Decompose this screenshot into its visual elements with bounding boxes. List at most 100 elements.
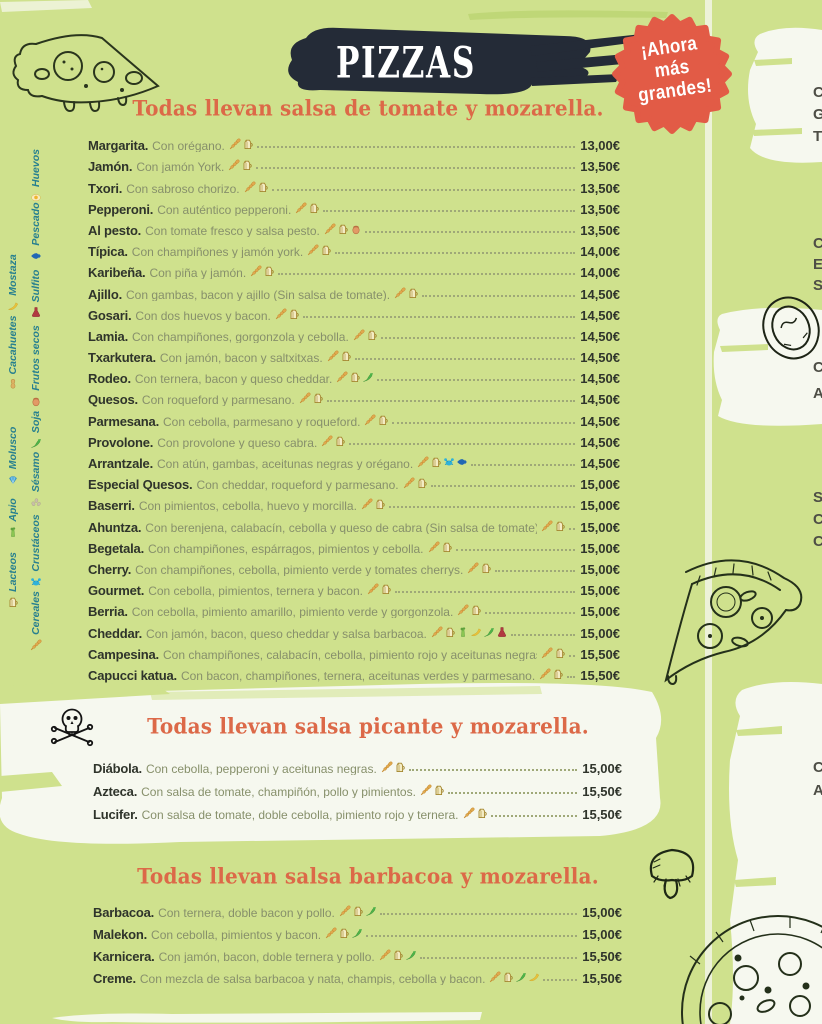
item-price: 13,50€ xyxy=(580,180,620,196)
lacteos-icon xyxy=(441,541,453,553)
item-price: 15,50€ xyxy=(580,667,620,683)
item-name: Berria. xyxy=(88,604,128,620)
dotted-leader xyxy=(510,633,576,636)
cereales-icon xyxy=(244,181,256,193)
menu-item-row: Típica. Con champiñones y jamón york. 14… xyxy=(88,237,620,258)
allergen-label: Sésamo xyxy=(30,451,42,493)
menu-item-row: Gosari. Con dos huevos y bacon. 14,50€ xyxy=(88,301,620,322)
cereales-icon xyxy=(30,639,42,651)
dotted-leader xyxy=(256,167,576,170)
dotted-leader xyxy=(271,188,576,191)
item-name: Capucci katua. xyxy=(88,667,177,683)
allergen-label: Apio xyxy=(7,498,19,522)
item-description: Con jamón, bacon y saltxitxas. xyxy=(159,352,323,365)
item-name: Especial Quesos. xyxy=(88,477,193,493)
allergen-legend-item: Cereales xyxy=(27,561,45,681)
dotted-leader xyxy=(569,654,576,657)
cereales-icon xyxy=(339,905,351,917)
item-allergen-icons xyxy=(457,604,482,616)
lacteos-icon xyxy=(444,626,456,638)
item-description: Con bacon, champiñones, ternera, aceitun… xyxy=(180,669,536,682)
cereales-icon xyxy=(394,287,406,299)
cereales-icon xyxy=(539,668,551,680)
dotted-leader xyxy=(380,336,576,339)
lacteos-icon xyxy=(349,371,361,383)
menu-item-row: Jamón. Con jamón York. 13,50€ xyxy=(88,152,620,173)
lacteos-icon xyxy=(554,520,566,532)
dotted-leader xyxy=(326,400,576,403)
item-price: 14,50€ xyxy=(580,350,620,366)
item-name: Jamón. xyxy=(88,159,133,175)
item-name: Karnicera. xyxy=(93,949,155,964)
item-name: Provolone. xyxy=(88,434,154,450)
menu-item-row: Especial Quesos. Con cheddar, roqueford … xyxy=(88,470,620,491)
item-allergen-icons xyxy=(489,971,540,983)
lacteos-icon xyxy=(366,329,378,341)
item-description: Con auténtico pepperoni. xyxy=(157,203,292,216)
item-price: 15,00€ xyxy=(582,761,622,776)
dotted-leader xyxy=(379,913,578,915)
item-price: 15,50€ xyxy=(582,784,622,799)
item-price: 14,00€ xyxy=(580,265,620,281)
menu-item-row: Karnicera. Con jamón, bacon, doble terne… xyxy=(93,941,622,963)
item-description: Con champiñones, calabacín, cebolla, pim… xyxy=(162,648,538,661)
item-name: Begetala. xyxy=(88,540,145,556)
item-price: 15,00€ xyxy=(580,477,620,493)
item-name: Gourmet. xyxy=(88,583,145,599)
menu-item-row: Provolone. Con provolone y queso cabra. … xyxy=(88,428,620,449)
allergen-label: Lacteos xyxy=(7,552,19,592)
section-heading-barbacoa: Todas llevan salsa barbacoa y mozarella. xyxy=(137,863,599,889)
item-description: Con champiñones, espárragos, pimientos y… xyxy=(148,542,424,555)
item-name: Quesos. xyxy=(88,392,138,408)
allergen-legend-item: Cacahuetes xyxy=(4,293,22,413)
item-description: Con cebolla, pimiento amarillo, pimiento… xyxy=(131,606,454,619)
item-price: 15,00€ xyxy=(580,583,620,599)
cereales-icon xyxy=(327,350,339,362)
item-description: Con jamón, bacon, doble ternera y pollo. xyxy=(158,951,375,963)
lacteos-icon xyxy=(352,905,364,917)
pescado-icon xyxy=(456,456,468,468)
item-name: Lamia. xyxy=(88,328,128,344)
lacteos-icon xyxy=(241,159,253,171)
menu-item-row: Txori. Con sabroso chorizo. 13,50€ xyxy=(88,173,620,196)
dotted-leader xyxy=(278,273,576,276)
cereales-icon xyxy=(229,138,241,150)
dotted-leader xyxy=(302,315,576,318)
menu-item-row: Margarita. Con orégano. 13,00€ xyxy=(88,131,620,152)
menu-item-row: Barbacoa. Con ternera, doble bacon y pol… xyxy=(93,897,622,919)
item-price: 15,50€ xyxy=(582,971,622,986)
soja-icon xyxy=(515,971,527,983)
item-description: Con provolone y queso cabra. xyxy=(157,436,318,449)
menu-item-row: Creme. Con mezcla de salsa barbacoa y na… xyxy=(93,963,622,985)
crustaceos-icon xyxy=(443,456,455,468)
item-description: Con orégano. xyxy=(152,140,225,153)
lacteos-icon xyxy=(257,181,269,193)
cereales-icon xyxy=(361,498,373,510)
item-allergen-icons xyxy=(361,498,386,510)
item-name: Ajillo. xyxy=(88,286,122,302)
dotted-leader xyxy=(455,548,576,551)
item-description: Con ternera, doble bacon y pollo. xyxy=(158,907,335,919)
item-description: Con berenjena, calabacín, cebolla y ques… xyxy=(145,521,538,534)
adjacent-page-text-fragment: C xyxy=(813,533,822,550)
item-allergen-icons xyxy=(325,927,363,939)
item-allergen-icons xyxy=(394,287,419,299)
allergen-legend-item: Lacteos xyxy=(4,520,22,640)
item-description: Con roqueford y parmesano. xyxy=(141,394,295,407)
cereales-icon xyxy=(364,414,376,426)
cereales-icon xyxy=(381,761,393,773)
item-allergen-icons xyxy=(307,244,332,256)
lacteos-icon xyxy=(392,949,404,961)
item-name: Diábola. xyxy=(93,761,142,776)
item-price: 14,50€ xyxy=(580,328,620,344)
item-allergen-icons xyxy=(379,949,417,961)
item-description: Con salsa de tomate, champiñón, pollo y … xyxy=(141,786,416,798)
lacteos-icon xyxy=(554,647,566,659)
item-price: 15,00€ xyxy=(582,927,622,942)
cacahuetes-icon xyxy=(7,378,19,390)
lacteos-icon xyxy=(430,456,442,468)
item-allergen-icons xyxy=(250,265,275,277)
item-price: 15,00€ xyxy=(580,498,620,514)
adjacent-page-text-fragment: C xyxy=(813,511,822,528)
dotted-leader xyxy=(408,769,578,771)
